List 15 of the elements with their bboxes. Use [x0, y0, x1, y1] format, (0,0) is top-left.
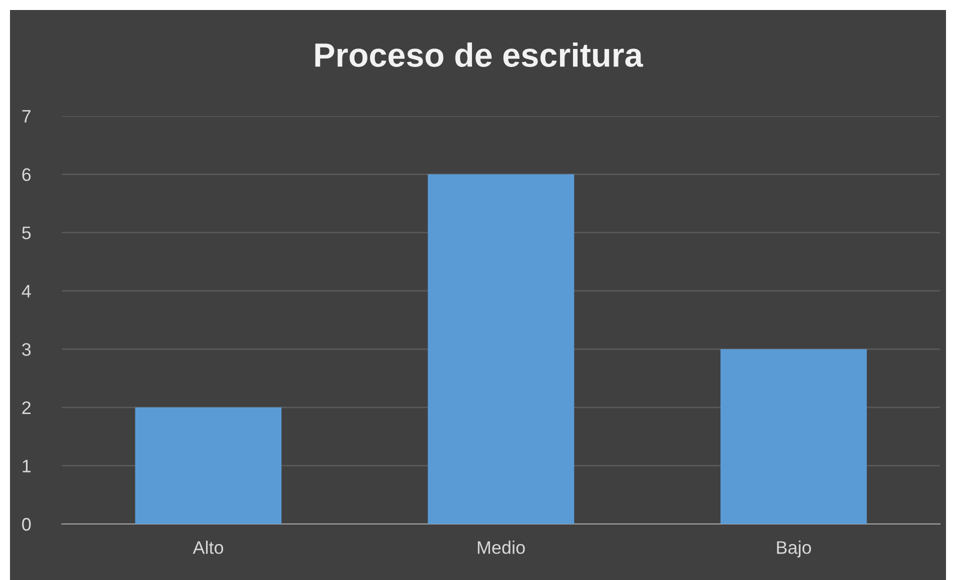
y-tick-label: 3 — [22, 343, 31, 356]
y-tick-label: 0 — [22, 518, 31, 531]
y-tick-label: 7 — [22, 110, 31, 123]
bar — [720, 349, 867, 524]
y-tick-label: 1 — [22, 460, 31, 472]
x-tick-label: Alto — [192, 540, 224, 554]
bar — [428, 174, 574, 524]
y-tick-label: 5 — [22, 226, 31, 240]
x-tick-label: Medio — [478, 540, 525, 554]
y-tick-label: 2 — [22, 401, 31, 414]
y-tick-label: 4 — [22, 284, 31, 298]
y-tick-label: 6 — [22, 168, 31, 182]
chart-title: Proceso de escritura — [315, 42, 644, 67]
bar — [135, 407, 282, 524]
x-tick-label: Bajo — [777, 540, 811, 558]
